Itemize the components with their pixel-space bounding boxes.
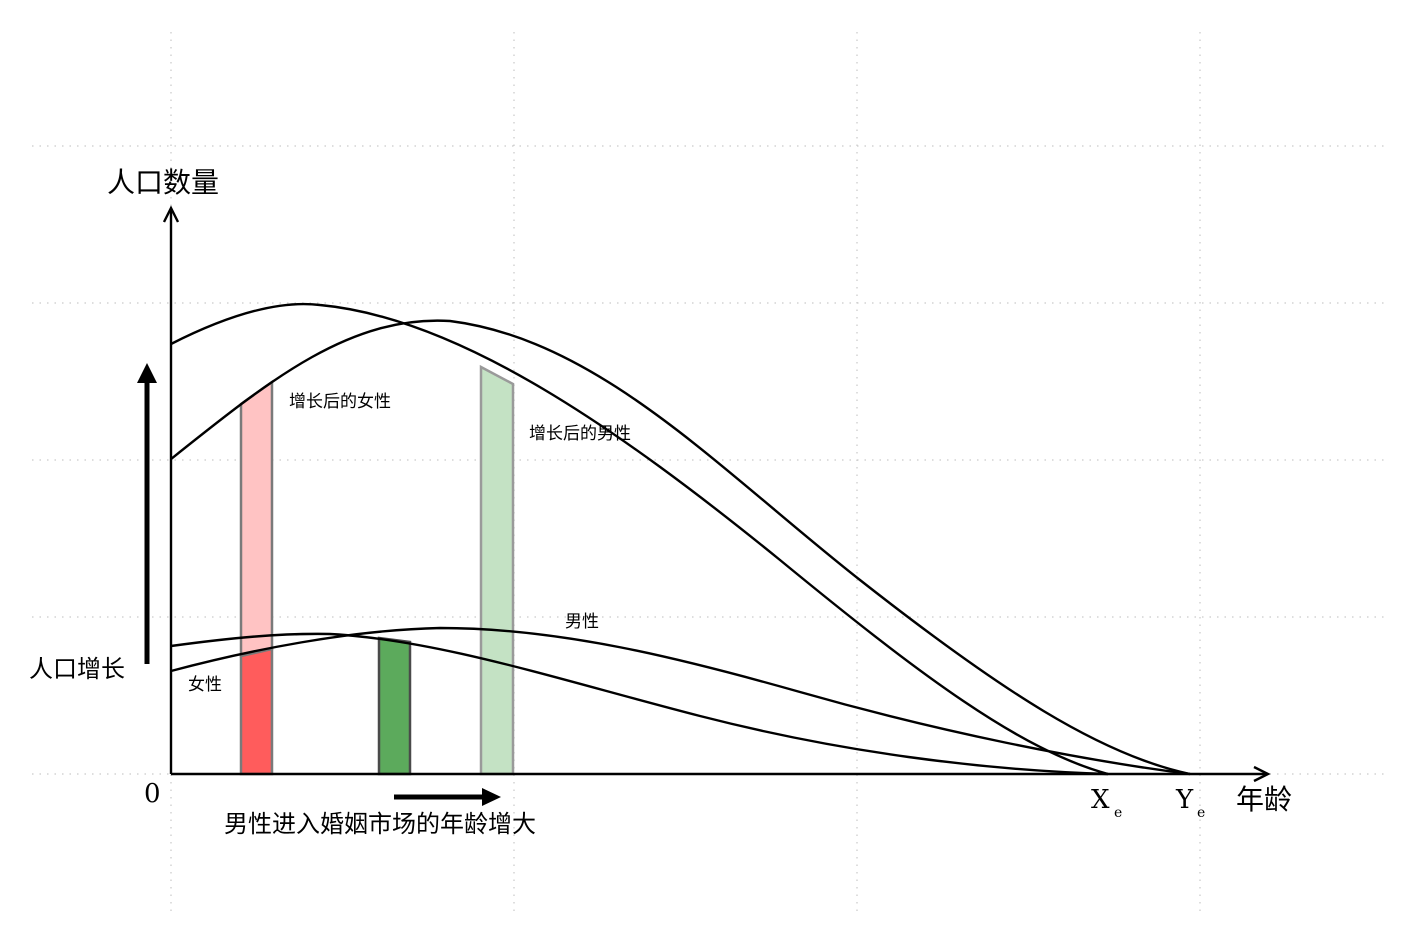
age-increase-label: 男性进入婚姻市场的年龄增大 (224, 810, 536, 838)
female-after-label: 增长后的女性 (289, 392, 391, 412)
x-axis-arrowhead (1253, 765, 1271, 783)
male-after-band (479, 364, 515, 776)
male-after-label: 增长后的男性 (529, 424, 631, 444)
female-curve (170, 632, 1109, 776)
xe-subscript: e (1114, 805, 1122, 821)
female-band (239, 647, 274, 776)
female-after-band (239, 379, 274, 658)
male-band (377, 636, 412, 776)
ye-marker-label: Y e (1175, 785, 1205, 821)
female-label: 女性 (188, 675, 222, 695)
xe-marker-label: X e (1091, 785, 1122, 821)
origin-label: 0 (144, 779, 161, 809)
x-axis-label: 年龄 (1236, 783, 1292, 816)
y-axis-label: 人口数量 (107, 166, 219, 199)
population-growth-label: 人口增长 (29, 655, 125, 683)
female-after-curve (170, 302, 1109, 776)
ye-main: Y (1175, 785, 1194, 815)
ye-subscript: e (1197, 805, 1205, 821)
y-axis-arrowhead (162, 205, 180, 223)
population-growth-arrowhead (137, 363, 157, 383)
age-increase-arrowhead (482, 788, 501, 806)
male-curve (170, 626, 1191, 776)
male-label: 男性 (565, 612, 599, 632)
male-after-curve (170, 319, 1191, 776)
background-grid (32, 32, 1385, 912)
xe-main: X (1091, 785, 1110, 815)
